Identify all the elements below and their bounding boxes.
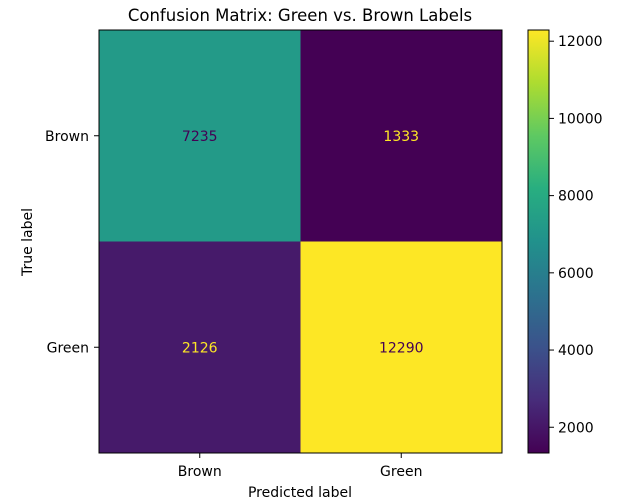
colorbar [527, 29, 550, 454]
y-tick-label: Green [47, 340, 89, 356]
cell-value-label: 12290 [379, 340, 424, 356]
x-tick-label: Brown [178, 464, 222, 480]
colorbar-tick-label: 8000 [558, 189, 594, 205]
colorbar-ticks: 2000 4000 6000 8000 10000 12000 [549, 34, 603, 436]
matrix-cell [300, 241, 503, 454]
colorbar-tick-label: 6000 [558, 266, 594, 282]
x-axis-ticks: Brown Green [178, 453, 422, 480]
y-tick-label: Brown [45, 129, 89, 145]
colorbar-tick-label: 2000 [558, 420, 594, 436]
matrix-cell [300, 30, 503, 242]
matrix-cell [99, 30, 301, 242]
cell-value-label: 1333 [383, 129, 419, 145]
x-axis-label: Predicted label [248, 485, 352, 501]
y-axis-ticks: Brown Green [45, 129, 99, 356]
colorbar-tick-label: 10000 [558, 111, 603, 127]
matrix-cell [99, 241, 301, 454]
matrix-frame [98, 29, 503, 454]
matrix-cells: 7235 1333 2126 12290 [99, 30, 503, 454]
chart-title: Confusion Matrix: Green vs. Brown Labels [128, 6, 472, 25]
y-axis-label: True label [20, 208, 36, 277]
cell-value-label: 2126 [182, 340, 218, 356]
colorbar-tick-label: 4000 [558, 343, 594, 359]
x-tick-label: Green [380, 464, 422, 480]
cell-value-label: 7235 [182, 129, 218, 145]
colorbar-tick-label: 12000 [558, 34, 603, 50]
